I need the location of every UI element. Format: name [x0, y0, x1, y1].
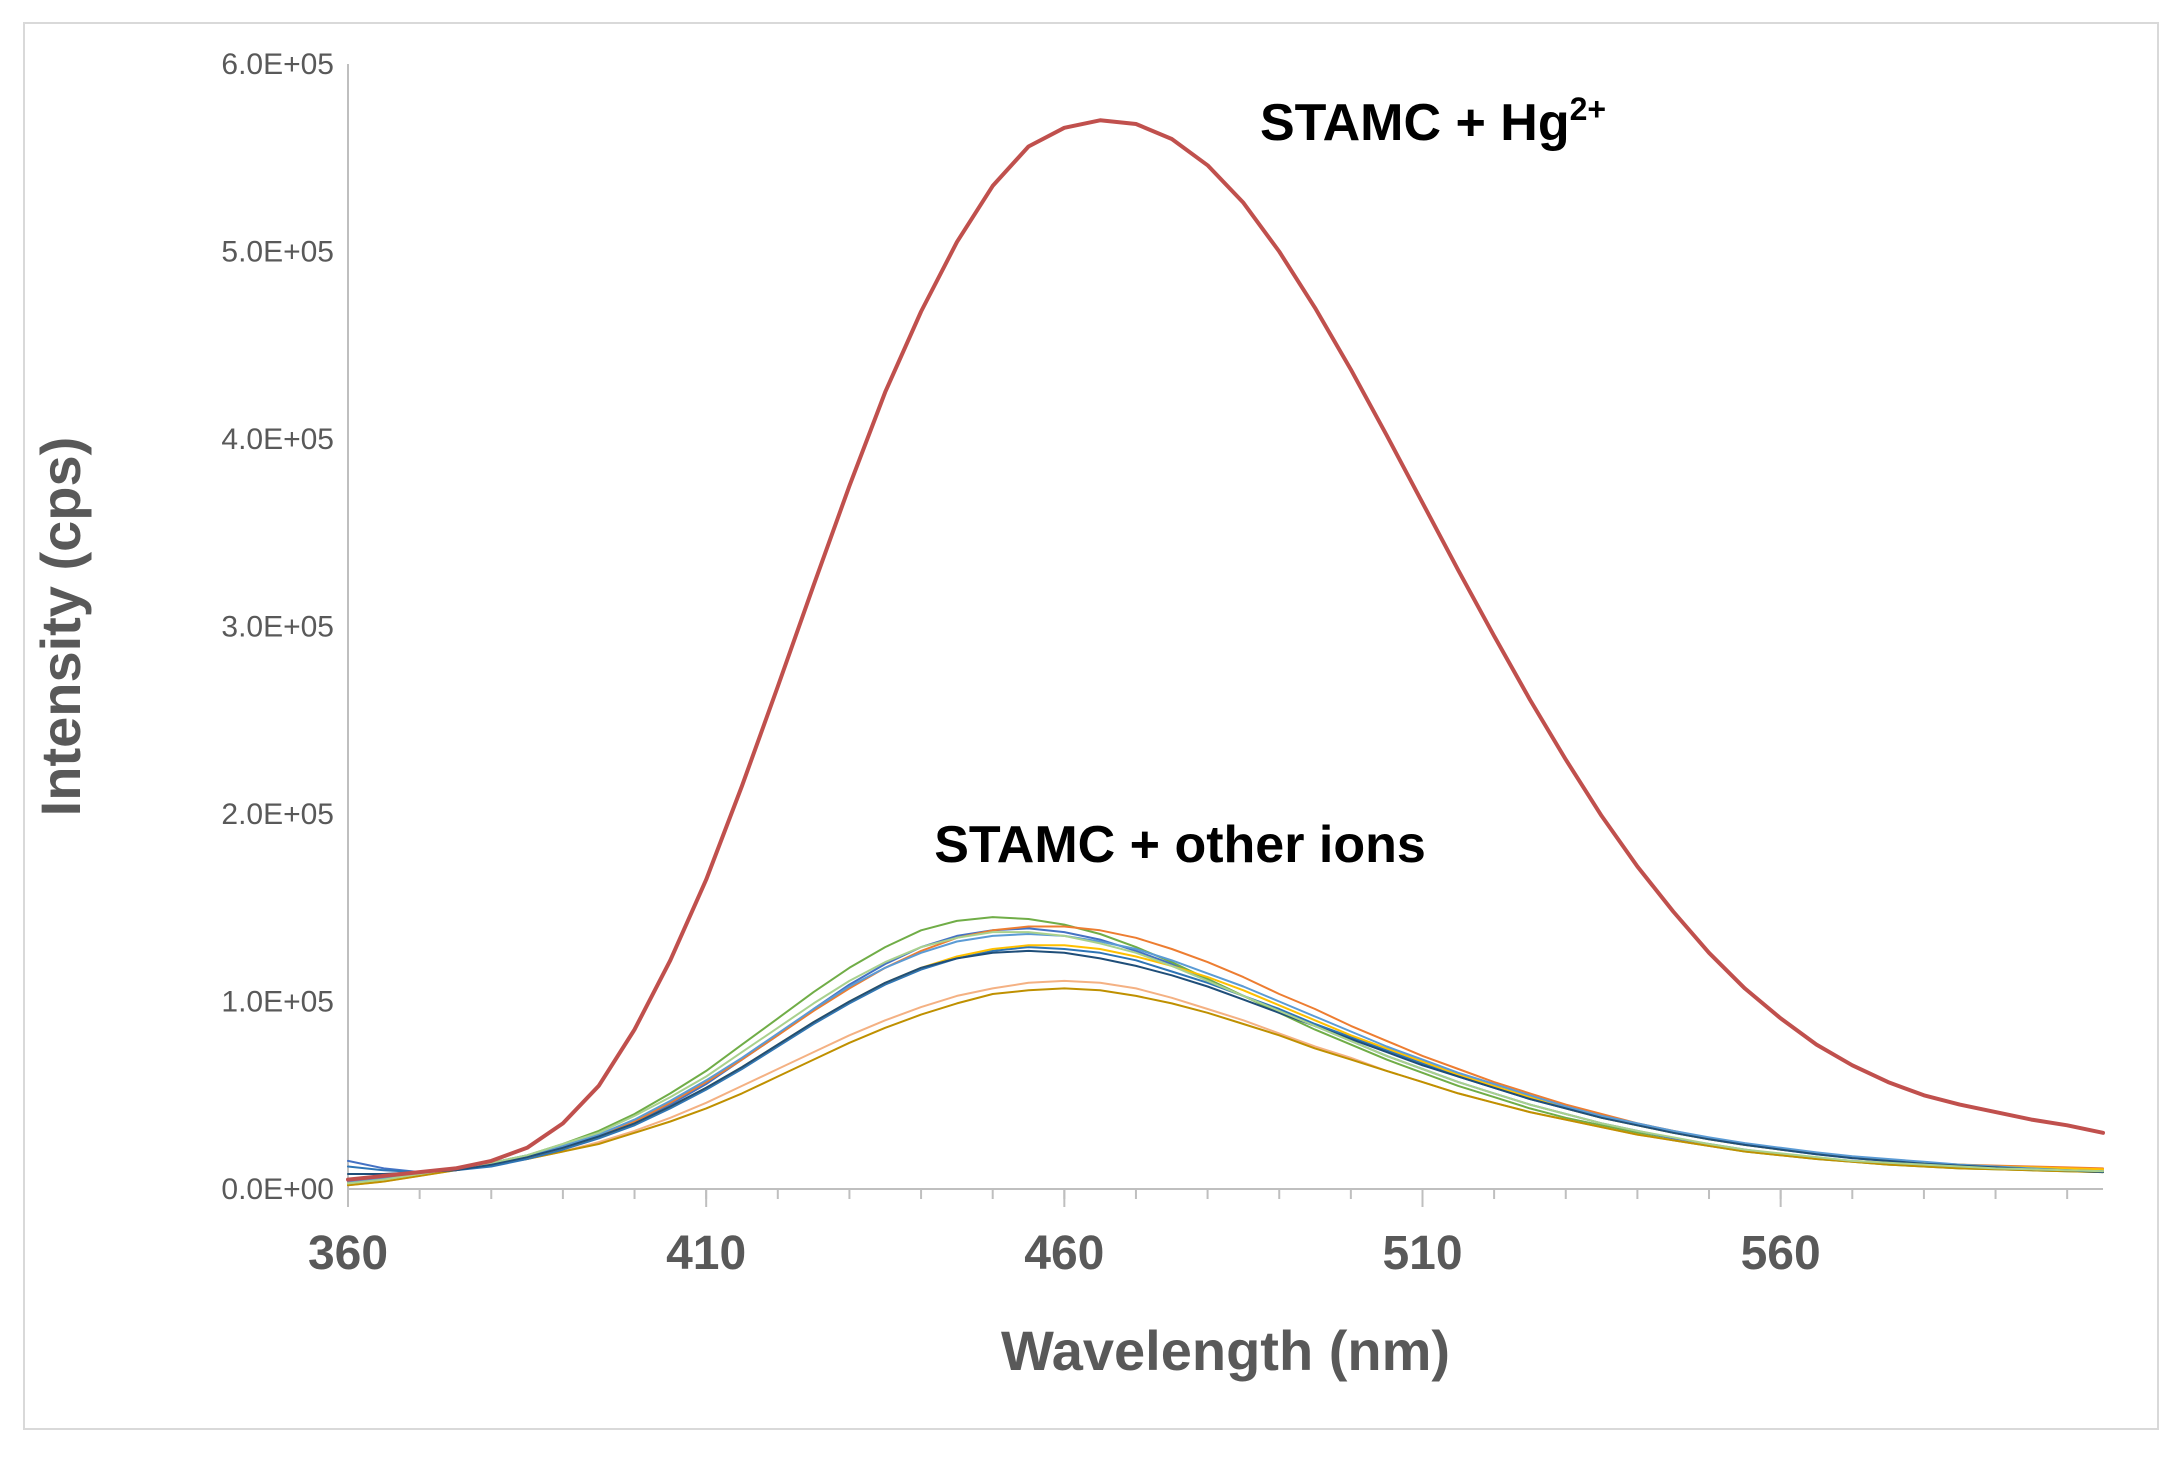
series-line-ion-9 [347, 949, 2104, 1175]
figure-frame [23, 22, 2159, 1430]
annotation-stamc-hg-superscript: 2+ [1570, 91, 1606, 127]
axis-titles: Wavelength (nm) Intensity (cps) [29, 437, 1450, 1382]
y-tick-label: 3.0E+05 [221, 611, 334, 644]
x-axis: 360 410 460 510 560 [308, 1188, 2103, 1280]
series-line-ion-3 [347, 925, 2104, 1185]
y-axis-title: Intensity (cps) [29, 437, 92, 817]
y-tick-label: 5.0E+05 [221, 236, 334, 269]
y-tick-label: 4.0E+05 [221, 423, 334, 456]
annotation-stamc-other-ions: STAMC + other ions [934, 816, 1426, 874]
series-line-ion-2 [347, 916, 2104, 1185]
y-tick-label: 1.0E+05 [221, 986, 334, 1019]
y-tick-label: 2.0E+05 [221, 798, 334, 831]
x-axis-title: Wavelength (nm) [1001, 1319, 1450, 1382]
y-tick-label: 6.0E+05 [221, 48, 334, 81]
x-tick-label: 410 [666, 1227, 746, 1280]
annotation-stamc-hg-text: STAMC + Hg [1260, 94, 1570, 152]
x-tick-label: 460 [1024, 1227, 1104, 1280]
series-line-ion-10 [347, 931, 2104, 1185]
series-line-ion-5 [347, 987, 2104, 1187]
x-tick-label: 510 [1382, 1227, 1462, 1280]
annotation-stamc-hg: STAMC + Hg2+ [1260, 91, 1606, 152]
y-tick-label: 0.0E+00 [221, 1173, 334, 1206]
annotations: STAMC + Hg2+ STAMC + other ions [934, 91, 1606, 874]
y-axis: 0.0E+00 1.0E+05 2.0E+05 3.0E+05 4.0E+05 5.0E+… [221, 48, 349, 1206]
series-lines [346, 118, 2105, 1187]
series-line-ion-8 [347, 933, 2104, 1183]
series-line-stamc-hg2- [346, 118, 2105, 1182]
series-line-ion-1 [347, 927, 2104, 1174]
x-tick-label: 560 [1741, 1227, 1821, 1280]
x-tick-label: 360 [308, 1227, 388, 1280]
